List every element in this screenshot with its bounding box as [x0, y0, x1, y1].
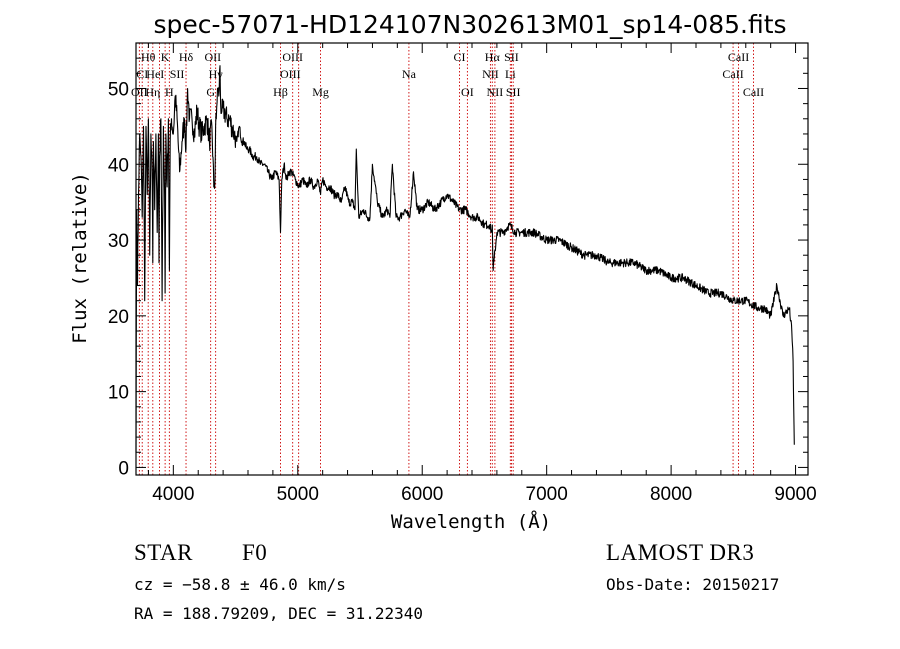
y-tick-label-1: 10 [108, 383, 129, 404]
x-tick-label-5: 9000 [774, 484, 816, 505]
x-tick-label-0: 4000 [152, 484, 194, 505]
marker-label-bottom-1: Hη [145, 85, 160, 99]
x-tick-label-3: 7000 [526, 484, 568, 505]
redshift-label: cz = −58.8 ± 46.0 km/s [134, 575, 346, 594]
y-tick-label-3: 30 [108, 231, 129, 252]
marker-label-middle-2: SII [170, 67, 185, 81]
chart-title: spec-57071-HD124107N302613M01_sp14-085.f… [153, 10, 786, 39]
marker-label-bottom-4: Hβ [273, 85, 288, 99]
spectrum-chart: spec-57071-HD124107N302613M01_sp14-085.f… [69, 10, 817, 533]
x-tick-label-1: 5000 [277, 484, 319, 505]
marker-label-top-2: Hδ [179, 50, 194, 64]
marker-label-middle-3: Hγ [209, 67, 224, 81]
marker-label-top-6: Hα [485, 50, 501, 64]
y-axis-title: Flux (relative) [69, 172, 91, 344]
marker-label-top-1: K [161, 50, 170, 64]
marker-label-bottom-8: SII [506, 85, 521, 99]
marker-label-top-5: CI [454, 50, 466, 64]
obs-date-label: Obs-Date: 20150217 [606, 575, 780, 594]
marker-label-bottom-5: Mg [312, 85, 329, 99]
marker-label-bottom-2: H [165, 85, 174, 99]
plot-frame [135, 42, 809, 476]
marker-label-top-4: OIII [282, 50, 303, 64]
coordinates-label: RA = 188.79209, DEC = 31.22340 [134, 604, 423, 623]
marker-label-top-8: CaII [728, 50, 749, 64]
marker-label-middle-8: CaII [722, 67, 743, 81]
marker-label-bottom-3: G [206, 85, 215, 99]
survey-label: LAMOST DR3 [606, 540, 755, 565]
x-tick-label-2: 6000 [401, 484, 443, 505]
y-tick-label-2: 20 [108, 307, 129, 328]
marker-label-middle-0: CI [136, 67, 148, 81]
x-tick-label-4: 8000 [650, 484, 692, 505]
marker-label-bottom-7: NII [487, 85, 504, 99]
object-class-label: STAR [134, 540, 193, 565]
marker-label-top-7: SII [504, 50, 519, 64]
marker-label-middle-1: HeI [146, 67, 164, 81]
subclass-label: F0 [242, 540, 268, 565]
y-tick-label-5: 50 [108, 79, 129, 100]
y-tick-label-0: 0 [118, 458, 129, 479]
marker-label-bottom-9: CaII [743, 85, 764, 99]
x-axis-title: Wavelength (Å) [391, 510, 551, 533]
marker-label-middle-7: Li [505, 67, 516, 81]
axis-ticks: 4000 5000 6000 7000 8000 9000 0 10 20 30 40 50 [108, 43, 817, 505]
marker-label-top-3: OII [204, 50, 221, 64]
marker-label-bottom-6: OI [461, 85, 474, 99]
marker-label-top-0: Hθ [141, 50, 156, 64]
spectrum-line [135, 65, 795, 453]
marker-label-middle-6: NII [482, 67, 499, 81]
y-tick-label-4: 40 [108, 155, 129, 176]
marker-label-middle-4: OIII [280, 67, 301, 81]
marker-label-middle-5: Na [402, 67, 417, 81]
